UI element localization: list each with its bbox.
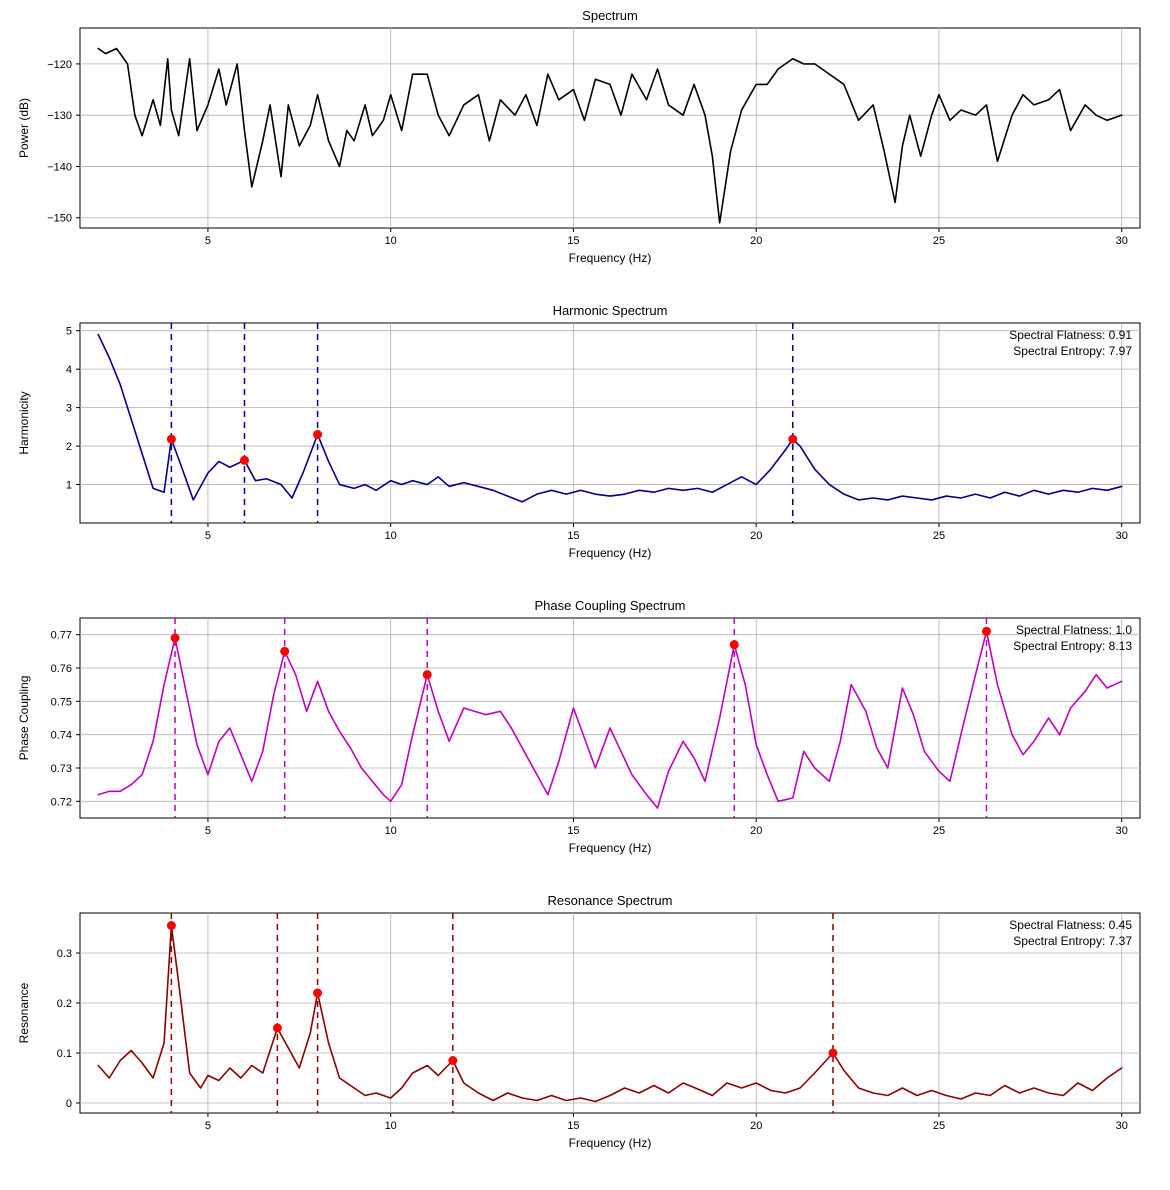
ylabel: Power (dB)	[17, 98, 31, 158]
peak-marker	[171, 634, 180, 643]
annotation: Spectral Flatness: 0.91	[1009, 328, 1132, 342]
xtick-label: 30	[1116, 825, 1128, 837]
figure-container: 51015202530−150−140−130−120SpectrumFrequ…	[0, 0, 1170, 1190]
ytick-label: 0	[66, 1098, 72, 1110]
panel-phase: 5 10 15 20 25 30 0.72 0.73 0.74 0.75 0.76 0.77 Phase…	[17, 598, 1140, 855]
ytick-label: 0.2	[57, 998, 72, 1010]
ytick-label: −140	[47, 161, 72, 173]
xtick-label: 15	[567, 1120, 579, 1132]
plot-frame	[80, 913, 1140, 1113]
peak-marker	[167, 921, 176, 930]
xtick-label: 20	[750, 530, 762, 542]
ytick-label: 5	[66, 326, 72, 338]
ytick-label: −120	[47, 59, 72, 71]
peak-marker	[240, 456, 249, 465]
xtick-label: 10	[385, 825, 397, 837]
peak-marker	[788, 435, 797, 444]
panel-title: Spectrum	[582, 8, 638, 23]
ytick-label: 0.73	[51, 763, 72, 775]
ytick-label: −130	[47, 110, 72, 122]
xtick-label: 15	[567, 530, 579, 542]
xtick-label: 5	[205, 825, 211, 837]
xtick-label: 10	[385, 530, 397, 542]
ylabel: Harmonicity	[17, 391, 31, 454]
peak-marker	[280, 647, 289, 656]
panel-title: Phase Coupling Spectrum	[534, 598, 685, 613]
annotation: Spectral Entropy: 7.37	[1013, 934, 1132, 948]
panel-harmonic: 5 10 15 20 25 30 1 2 3 4 5 Harmonic Spectrum Frequen…	[17, 303, 1140, 560]
series-line	[98, 335, 1121, 502]
panel-title: Harmonic Spectrum	[553, 303, 668, 318]
xtick-label: 5	[205, 235, 211, 247]
annotation: Spectral Flatness: 0.45	[1009, 918, 1132, 932]
peak-marker	[423, 670, 432, 679]
plot-frame	[80, 28, 1140, 228]
xtick-label: 10	[385, 1120, 397, 1132]
peak-marker	[828, 1049, 837, 1058]
peak-marker	[448, 1056, 457, 1065]
panel-resonance: 5 10 15 20 25 30 0 0.1 0.2 0.3 Resonance Spectrum F…	[17, 893, 1140, 1150]
xtick-label: 20	[750, 1120, 762, 1132]
series-line	[98, 631, 1121, 808]
xlabel: Frequency (Hz)	[569, 1136, 652, 1150]
xtick-label: 25	[933, 1120, 945, 1132]
xtick-label: 30	[1116, 235, 1128, 247]
xlabel: Frequency (Hz)	[569, 841, 652, 855]
xtick-label: 5	[205, 1120, 211, 1132]
annotation: Spectral Entropy: 7.97	[1013, 344, 1132, 358]
ytick-label: 1	[66, 480, 72, 492]
xtick-label: 25	[933, 825, 945, 837]
xtick-label: 30	[1116, 530, 1128, 542]
plot-frame	[80, 323, 1140, 523]
xtick-label: 20	[750, 235, 762, 247]
series-line	[98, 49, 1121, 223]
ytick-label: 2	[66, 441, 72, 453]
ytick-label: 0.1	[57, 1048, 72, 1060]
xlabel: Frequency (Hz)	[569, 251, 652, 265]
ytick-label: 4	[66, 364, 72, 376]
peak-marker	[313, 430, 322, 439]
peak-marker	[273, 1024, 282, 1033]
peak-marker	[730, 640, 739, 649]
ytick-label: 3	[66, 403, 72, 415]
ytick-label: 0.75	[51, 696, 72, 708]
xtick-label: 30	[1116, 1120, 1128, 1132]
xtick-label: 20	[750, 825, 762, 837]
peak-marker	[982, 627, 991, 636]
peak-marker	[313, 989, 322, 998]
peak-marker	[167, 435, 176, 444]
ytick-label: 0.77	[51, 630, 72, 642]
panel-spectrum: 5 10 15 20 25 30 −150 −140 −130 −120 Spectrum Frequ…	[17, 8, 1140, 265]
xtick-label: 25	[933, 235, 945, 247]
xtick-label: 25	[933, 530, 945, 542]
ytick-label: 0.74	[51, 730, 72, 742]
ytick-label: 0.72	[51, 796, 72, 808]
ylabel: Phase Coupling	[17, 676, 31, 761]
xtick-label: 15	[567, 235, 579, 247]
xlabel: Frequency (Hz)	[569, 546, 652, 560]
figure-svg: 51015202530−150−140−130−120SpectrumFrequ…	[0, 0, 1170, 1190]
ytick-label: 0.3	[57, 948, 72, 960]
plot-frame	[80, 618, 1140, 818]
xtick-label: 15	[567, 825, 579, 837]
annotation: Spectral Entropy: 8.13	[1013, 639, 1132, 653]
series-line	[98, 926, 1121, 1102]
ytick-label: −150	[47, 213, 72, 225]
xtick-label: 10	[385, 235, 397, 247]
ytick-label: 0.76	[51, 663, 72, 675]
ylabel: Resonance	[17, 982, 31, 1043]
annotation: Spectral Flatness: 1.0	[1016, 623, 1132, 637]
xtick-label: 5	[205, 530, 211, 542]
panel-title: Resonance Spectrum	[547, 893, 672, 908]
